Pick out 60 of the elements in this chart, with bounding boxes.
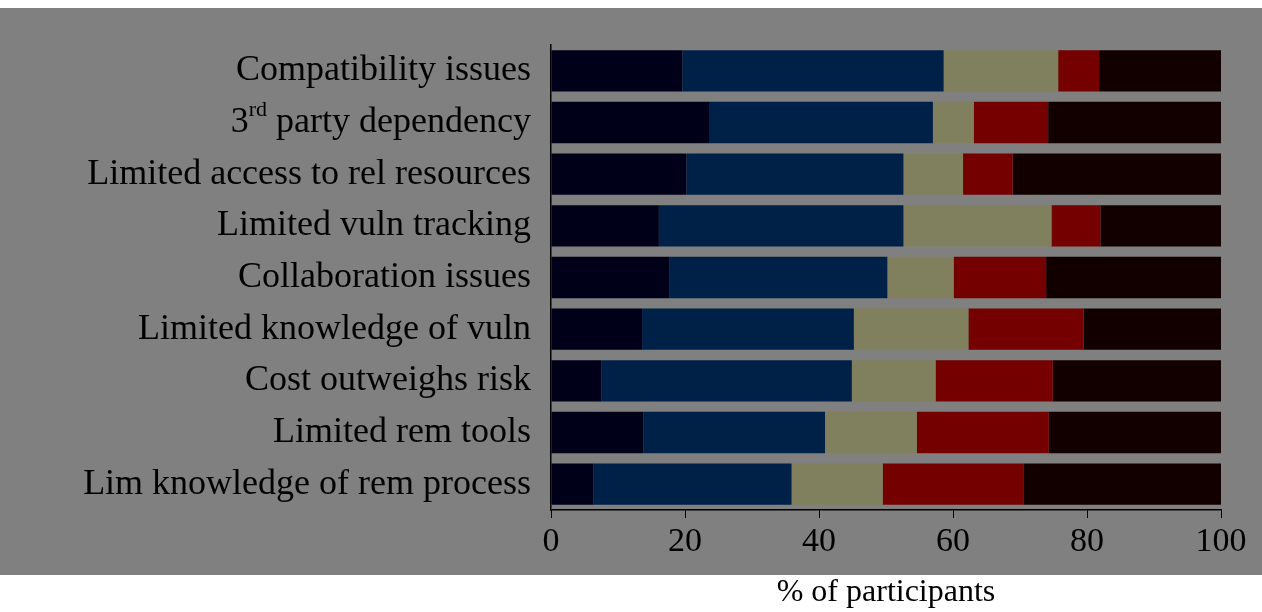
bar [968, 308, 1084, 350]
x-tick-label: 60 [936, 521, 970, 559]
bar [551, 463, 594, 505]
bar [551, 411, 644, 454]
bar [682, 50, 944, 92]
x-tick-label: 100 [1195, 521, 1247, 559]
bar [1100, 205, 1221, 247]
bar [669, 256, 888, 299]
bar [953, 256, 1047, 299]
bar [887, 256, 954, 299]
bar [1023, 463, 1221, 505]
bar [1048, 101, 1221, 144]
bar [963, 153, 1013, 195]
x-tick-label: 40 [802, 521, 836, 559]
bar [551, 153, 687, 195]
bar [903, 153, 964, 195]
bar [825, 411, 917, 454]
y-tick-label: Limited knowledge of vuln [138, 306, 532, 347]
bar [973, 101, 1049, 144]
bar [643, 411, 826, 454]
bar [709, 101, 933, 144]
bar [601, 360, 852, 402]
bar [932, 101, 974, 144]
y-tick-label: Limited access to rel resources [87, 151, 531, 192]
bar [851, 360, 936, 402]
x-tick-label: 80 [1070, 521, 1104, 559]
bar [903, 205, 1052, 247]
bar [551, 101, 710, 144]
bar [882, 463, 1024, 505]
y-tick-label: Collaboration issues [238, 254, 532, 295]
bar [551, 308, 643, 350]
x-tick-label: 0 [542, 521, 560, 559]
y-tick-label: Limited vuln tracking [217, 203, 532, 244]
x-axis-title: % of participants [776, 572, 996, 609]
bar [791, 463, 883, 505]
bar [551, 360, 602, 402]
bar [935, 360, 1053, 402]
y-tick-label: Compatibility issues [235, 48, 531, 89]
bar [1046, 256, 1221, 299]
bar [1012, 153, 1221, 195]
bar [551, 256, 670, 299]
bar [551, 205, 659, 247]
bar [916, 411, 1049, 454]
bar [1048, 411, 1221, 454]
bar [1083, 308, 1221, 350]
y-tick-label: Cost outweighs risk [244, 358, 531, 399]
bar [551, 50, 683, 92]
bar [1052, 360, 1221, 402]
bar [658, 205, 904, 247]
y-tick-label: Limited rem tools [273, 409, 532, 450]
bar [1099, 50, 1221, 92]
x-tick-label: 20 [668, 521, 702, 559]
bar [642, 308, 854, 350]
bar [853, 308, 969, 350]
bar [943, 50, 1059, 92]
bar [593, 463, 792, 505]
y-tick-label: Lim knowledge of rem process [83, 461, 531, 502]
bar [686, 153, 904, 195]
bar [1058, 50, 1100, 92]
bar [1051, 205, 1101, 247]
